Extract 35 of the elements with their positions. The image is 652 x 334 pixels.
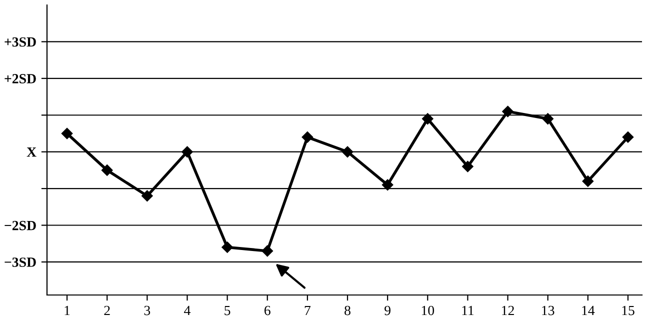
point xyxy=(142,190,153,202)
point xyxy=(382,179,394,190)
x-tick-label: 3 xyxy=(144,306,150,316)
x-tick-label: 9 xyxy=(384,306,390,316)
x-tick-label: 4 xyxy=(184,306,190,316)
x-tick-label: 12 xyxy=(502,306,514,316)
point xyxy=(101,164,113,176)
point xyxy=(622,132,634,143)
point xyxy=(182,146,193,158)
point xyxy=(342,146,354,158)
point xyxy=(502,106,514,118)
point xyxy=(582,176,594,187)
x-tick-label: 10 xyxy=(422,306,434,316)
point xyxy=(302,132,314,143)
x-tick-label: 15 xyxy=(622,306,634,316)
point xyxy=(422,113,434,124)
y-tick-label: X xyxy=(26,148,36,157)
y-tick-label: −2SD xyxy=(4,220,36,230)
point xyxy=(222,242,233,253)
x-tick-label: 11 xyxy=(462,306,474,316)
y-tick-label: +3SD xyxy=(4,37,36,47)
x-tick-label: 8 xyxy=(344,306,350,316)
point xyxy=(61,128,73,140)
x-tick-label: 2 xyxy=(104,306,110,316)
point xyxy=(542,113,554,124)
point xyxy=(262,245,273,257)
y-tick-label: +2SD xyxy=(4,74,36,84)
point xyxy=(462,160,474,172)
x-tick-label: 14 xyxy=(582,306,595,316)
x-tick-label: 6 xyxy=(264,306,270,316)
x-tick-label: 5 xyxy=(224,306,230,316)
x-tick-label: 1 xyxy=(64,306,70,316)
y-tick-label: −3SD xyxy=(4,258,36,267)
x-tick-label: 7 xyxy=(304,306,311,316)
x-tick-label: 13 xyxy=(542,306,554,316)
